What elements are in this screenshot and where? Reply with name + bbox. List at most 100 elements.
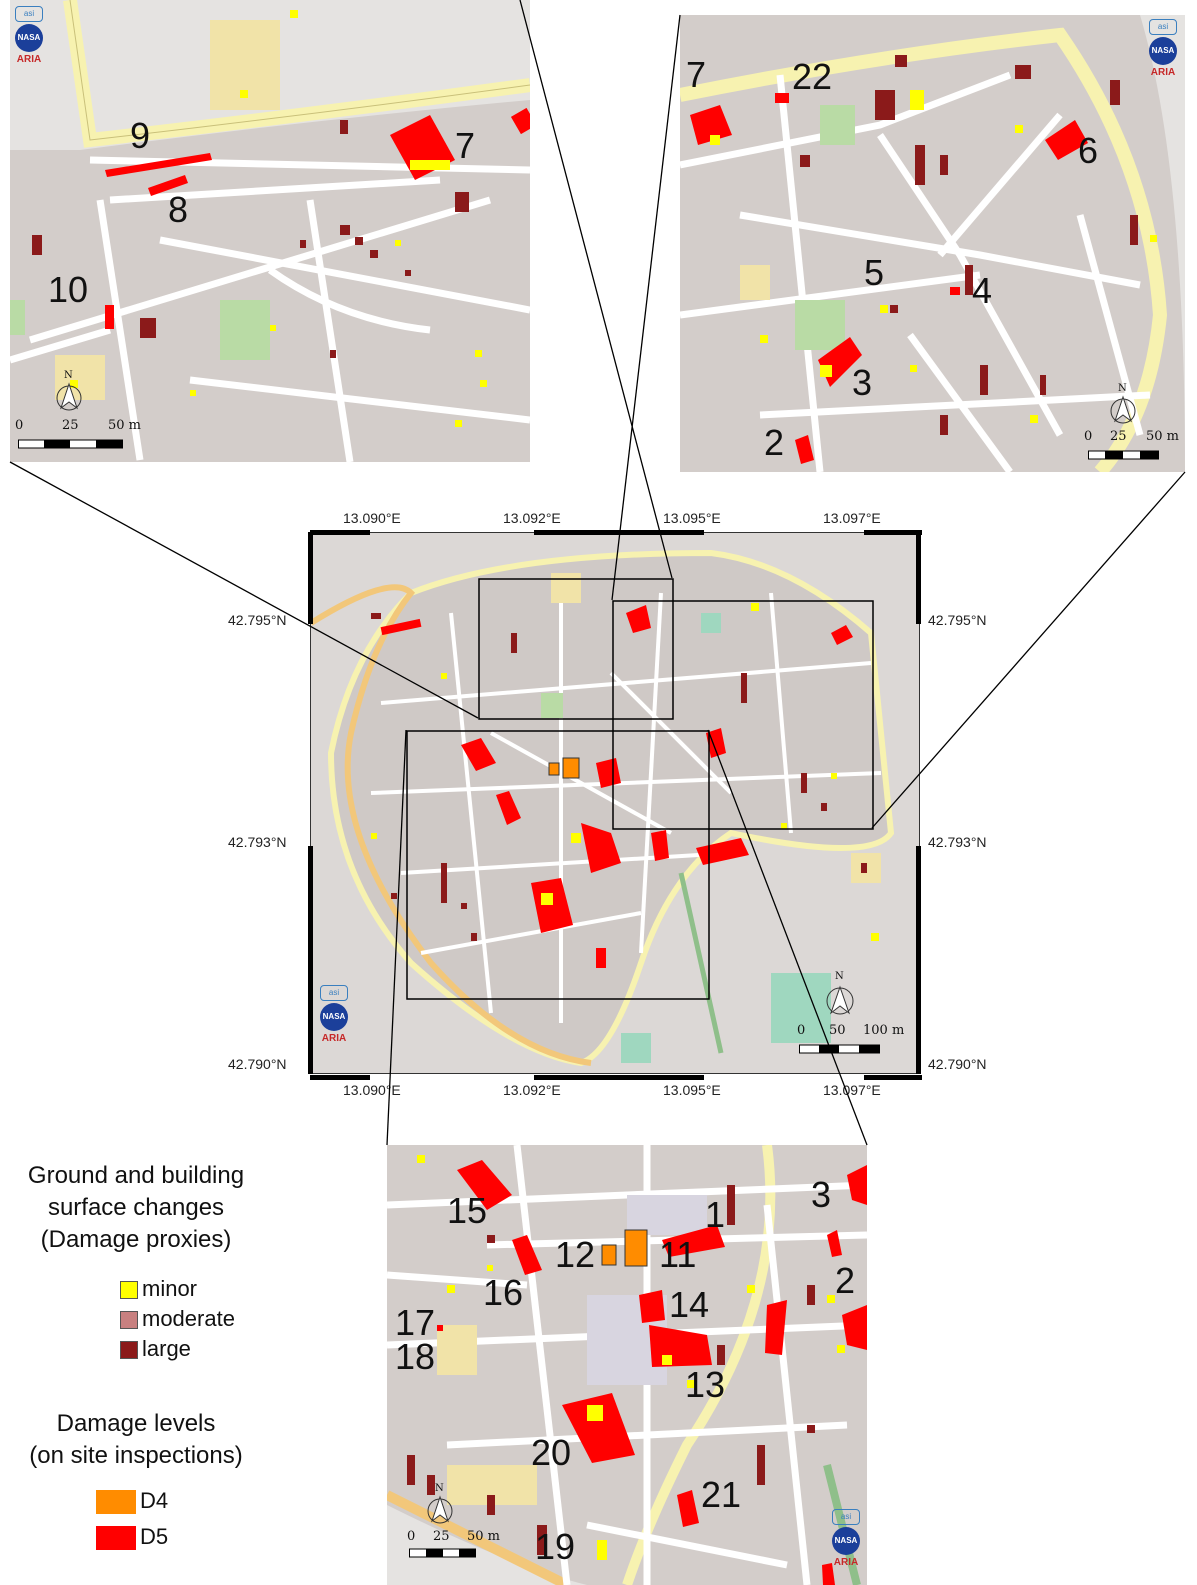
asi-logo: asi [832,1509,860,1525]
label-15: 15 [447,1190,488,1231]
label-2: 2 [764,422,785,463]
scale-label-50: 50 m [467,1529,501,1544]
label-3: 3 [811,1174,832,1215]
lat-tick-right-2: 42.793°N [928,834,987,850]
label-20: 20 [531,1432,572,1473]
lat-tick-left-3: 42.790°N [228,1056,287,1072]
label-16: 16 [483,1272,524,1313]
scale-label-25: 25 [1110,429,1127,444]
north-arrow-icon [56,382,82,411]
label-17: 17 [395,1302,436,1343]
scale-label-100: 100 m [863,1023,905,1038]
legend-label-minor: minor [142,1276,198,1301]
agency-logos: asi NASA ARIA [12,6,46,65]
legend-proxies-title-2: surface changes [47,1194,225,1221]
lon-tick-top-2: 13.092°E [503,510,561,526]
inset-top-left-map: 9 8 7 10 N 0 25 50 m asi NASA ARIA [10,0,530,462]
agency-logos: asi NASA ARIA [1146,19,1180,78]
label-13: 13 [685,1364,726,1405]
label-10: 10 [48,269,89,310]
swatch-d4 [96,1490,136,1515]
inset-bottom-basemap [387,1145,867,1585]
map-frame-ticks [308,530,922,1080]
scale-label-0: 0 [15,418,24,433]
legend-proxies-title-3: (Damage proxies) [40,1226,232,1253]
aria-logo: ARIA [833,1557,859,1568]
scale-bar [18,439,123,449]
nasa-logo: NASA [320,1003,348,1031]
legend-item-d5: D5 [96,1524,169,1551]
scale-label-25: 25 [62,418,79,433]
label-3: 3 [852,362,873,403]
lon-tick-top-4: 13.097°E [823,510,881,526]
label-9: 9 [130,115,151,156]
lat-tick-right-3: 42.790°N [928,1056,987,1072]
north-arrow-icon [1110,395,1136,424]
agency-logos: asi NASA ARIA [317,985,351,1044]
north-label: N [435,1483,444,1494]
label-18: 18 [395,1336,436,1377]
nasa-logo: NASA [1149,37,1177,65]
label-21: 21 [701,1474,742,1515]
label-7: 7 [686,54,707,95]
scale-label-50: 50 m [1146,429,1180,444]
nasa-logo: NASA [15,24,43,52]
lat-tick-right-1: 42.795°N [928,612,987,628]
label-5: 5 [864,252,885,293]
legend-item-large: large [120,1336,191,1362]
north-label: N [64,370,73,381]
label-4: 4 [972,270,993,311]
aria-logo: ARIA [16,54,42,65]
north-label: N [1118,383,1127,394]
swatch-d5 [96,1526,136,1551]
nasa-logo: NASA [832,1527,860,1555]
scale-label-25: 25 [433,1529,450,1544]
scale-bar [1088,450,1159,460]
label-19: 19 [535,1526,576,1567]
legend-label-d5: D5 [140,1524,169,1549]
aria-logo: ARIA [1150,67,1176,78]
north-arrow-icon [427,1495,453,1524]
lat-tick-left-1: 42.795°N [228,612,287,628]
lon-tick-bottom-3: 13.095°E [663,1082,721,1098]
legend-item-minor: minor [120,1276,197,1302]
label-2: 2 [835,1260,856,1301]
inset-bottom-map: 15 1 3 12 11 2 16 14 17 18 13 20 21 19 N… [387,1145,867,1585]
agency-logos: asi NASA ARIA [829,1509,863,1568]
legend-proxies-title-1: Ground and building [27,1162,245,1189]
asi-logo: asi [1149,19,1177,35]
legend-item-moderate: moderate [120,1306,235,1332]
scale-label-0: 0 [407,1529,416,1544]
lon-tick-top-3: 13.095°E [663,510,721,526]
scale-bar [409,1548,476,1558]
label-22: 22 [792,56,833,97]
legend-label-d4: D4 [140,1488,169,1513]
scale-label-0: 0 [1084,429,1093,444]
aria-logo: ARIA [321,1033,347,1044]
label-12: 12 [555,1234,596,1275]
swatch-minor [120,1281,138,1300]
legend-label-large: large [142,1336,191,1361]
label-6: 6 [1078,130,1099,171]
asi-logo: asi [320,985,348,1001]
legend-levels-title-1: Damage levels [56,1410,216,1437]
legend-item-d4: D4 [96,1488,169,1515]
swatch-large [120,1341,138,1360]
lon-tick-bottom-4: 13.097°E [823,1082,881,1098]
label-7: 7 [455,125,476,166]
legend-label-moderate: moderate [142,1306,235,1331]
lon-tick-bottom-2: 13.092°E [503,1082,561,1098]
swatch-moderate [120,1311,138,1330]
inset-top-right-basemap [680,15,1185,472]
inset-top-left-basemap [10,0,530,462]
asi-logo: asi [15,6,43,22]
lat-tick-left-2: 42.793°N [228,834,287,850]
inset-top-right-map: 7 22 6 5 4 3 2 N 0 25 50 m asi NASA ARIA [680,15,1185,472]
lon-tick-bottom-1: 13.090°E [343,1082,401,1098]
label-14: 14 [669,1284,710,1325]
legend-levels-title-2: (on site inspections) [29,1442,243,1469]
lon-tick-top-1: 13.090°E [343,510,401,526]
label-11: 11 [659,1234,697,1275]
label-1: 1 [705,1194,726,1235]
label-8: 8 [168,189,189,230]
